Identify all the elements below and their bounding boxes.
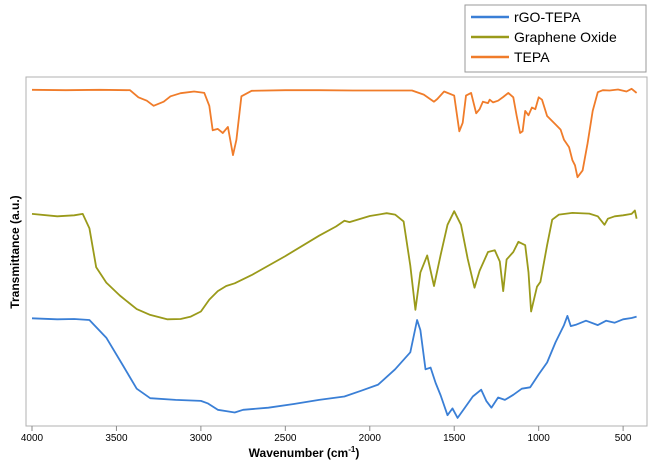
legend: rGO-TEPA Graphene Oxide TEPA xyxy=(464,4,647,73)
series-line-tepa xyxy=(31,87,638,179)
x-tick-label: 1500 xyxy=(443,433,466,444)
x-tick-label: 1000 xyxy=(528,433,551,444)
x-tick-label: 3000 xyxy=(190,433,213,444)
x-tick-label: 4000 xyxy=(21,433,44,444)
x-tick-label: 500 xyxy=(615,433,632,444)
series-lines xyxy=(31,87,638,419)
legend-label: rGO-TEPA xyxy=(514,9,581,25)
x-tick-label: 2500 xyxy=(274,433,297,444)
legend-frame xyxy=(464,4,647,73)
x-axis-title: Wavenumber (cm-1) xyxy=(249,445,360,460)
series-line-rgo-tepa xyxy=(31,315,637,419)
legend-label: TEPA xyxy=(514,49,550,65)
x-tick-label: 2000 xyxy=(359,433,382,444)
plot-frame xyxy=(25,76,648,427)
y-axis-title: Transmittance (a.u.) xyxy=(8,195,22,308)
legend-label: Graphene Oxide xyxy=(514,29,617,45)
x-tick-label: 3500 xyxy=(105,433,128,444)
series-line-graphene-oxide xyxy=(31,209,638,321)
x-axis: 4000 3500 3000 2500 2000 1500 1000 500 xyxy=(21,426,632,444)
